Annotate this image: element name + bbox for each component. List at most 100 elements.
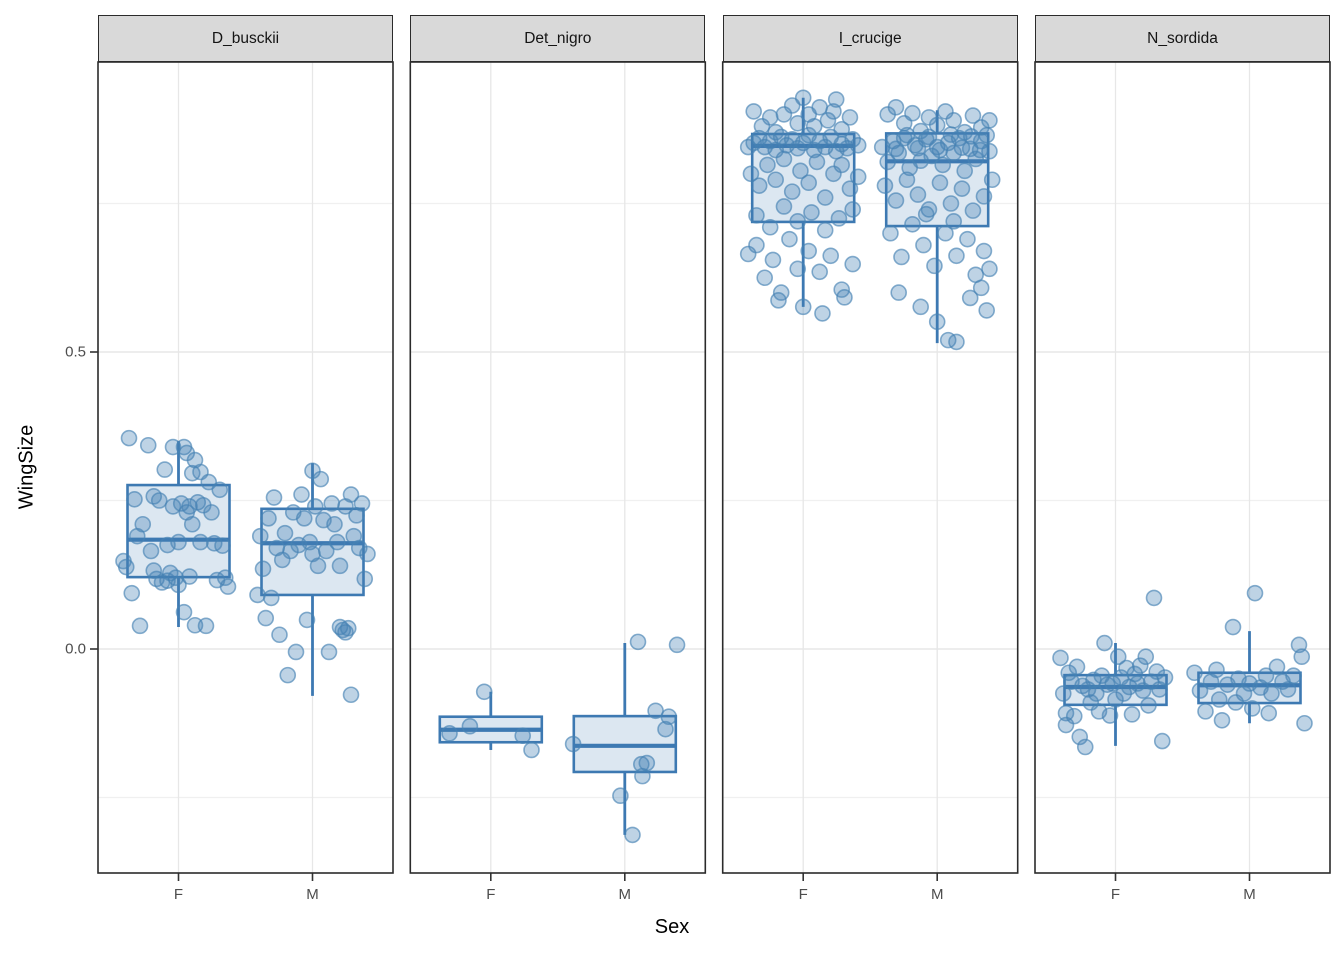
jitter-point (634, 767, 651, 785)
jitter-point (748, 236, 765, 254)
jitter-point (959, 230, 976, 248)
jitter-point (150, 492, 168, 509)
x-tick-label: M (1243, 886, 1256, 903)
jitter-point (981, 112, 998, 129)
jitter-point (320, 643, 338, 661)
jitter-point (805, 117, 823, 135)
jitter-point (920, 128, 938, 146)
y-tick-label-05: 0.5 (65, 343, 86, 361)
jitter-point (917, 205, 935, 223)
jitter-point (523, 741, 540, 759)
jitter-point (317, 542, 335, 560)
jitter-point (1096, 634, 1113, 652)
jitter-point (657, 720, 674, 738)
jitter-point (257, 609, 275, 627)
jitter-point (948, 247, 965, 265)
jitter-point (1197, 703, 1214, 720)
facet-strip-i-crucige: I_crucige (722, 15, 1018, 62)
jitter-point (183, 464, 201, 482)
jitter-point (309, 557, 327, 575)
jitter-point (971, 141, 989, 159)
jitter-point (1109, 648, 1127, 666)
jitter-point (1140, 697, 1157, 714)
jitter-point (475, 683, 493, 701)
jitter-point (937, 224, 954, 242)
jitter-point (624, 826, 641, 844)
jitter-point (748, 207, 765, 224)
jitter-point (668, 636, 686, 654)
jitter-point (770, 292, 787, 309)
jitter-point (632, 755, 650, 773)
jitter-point (912, 298, 930, 316)
jitter-point (887, 140, 905, 158)
jitter-point (276, 524, 294, 542)
jitter-point (756, 269, 774, 287)
jitter-point (789, 115, 807, 132)
jitter-point (1137, 648, 1155, 666)
jitter-point (975, 188, 993, 205)
jitter-point (170, 533, 187, 551)
jitter-point (251, 527, 269, 545)
y-tick-label-0: 0.0 (65, 640, 86, 658)
jitter-point (1260, 704, 1278, 722)
panel-background (1035, 62, 1330, 873)
x-axis-title: Sex (654, 916, 690, 938)
jitter-point (915, 236, 932, 254)
jitter-point (1123, 706, 1141, 723)
jitter-point (745, 103, 763, 120)
jitter-point (331, 557, 349, 575)
jitter-point (295, 510, 313, 527)
jitter-point (219, 578, 237, 595)
jitter-point (983, 171, 1001, 189)
jitter-point (1065, 707, 1083, 725)
jitter-point (956, 162, 974, 180)
jitter-point (945, 213, 963, 230)
jitter-point (775, 150, 793, 168)
jitter-point (742, 165, 760, 183)
jitter-point (928, 116, 946, 134)
jitter-point (836, 289, 853, 306)
jitter-point (964, 202, 982, 219)
jitter-point (265, 489, 283, 506)
jitter-point (931, 174, 949, 192)
jitter-point (800, 242, 818, 260)
jitter-point (170, 576, 187, 594)
jitter-point (1068, 658, 1086, 676)
x-tick-label: F (173, 886, 184, 903)
jitter-point (816, 221, 834, 239)
jitter-point (822, 247, 840, 265)
jitter-point (183, 515, 201, 533)
jitter-point (197, 617, 215, 635)
jitter-point (142, 542, 160, 560)
jitter-point (961, 289, 979, 307)
x-tick-label: M (306, 886, 319, 903)
jitter-point (904, 104, 921, 122)
jitter-point (181, 498, 198, 515)
jitter-point (1153, 732, 1171, 750)
jitter-point (879, 153, 897, 171)
jitter-point (279, 666, 297, 684)
jitter-point (120, 429, 138, 447)
jitter-point (844, 255, 862, 273)
x-tick-label: M (930, 886, 944, 903)
jitter-point (1243, 700, 1261, 717)
jitter-point (1191, 682, 1209, 699)
facet-label: Det_nigro (524, 29, 592, 47)
jitter-point (350, 539, 368, 557)
jitter-point (249, 586, 266, 604)
jitter-point (1071, 728, 1089, 746)
jitter-point (811, 263, 829, 281)
jitter-point (1076, 738, 1094, 756)
jitter-point (849, 168, 867, 186)
panel-border (1034, 61, 1331, 874)
jitter-point (254, 560, 272, 578)
jitter-point (514, 727, 532, 745)
jitter-point (811, 98, 829, 116)
jitter-point (898, 171, 916, 189)
jitter-point (660, 708, 678, 726)
jitter-point (353, 495, 371, 512)
jitter-point (803, 204, 820, 221)
jitter-point (876, 177, 894, 194)
